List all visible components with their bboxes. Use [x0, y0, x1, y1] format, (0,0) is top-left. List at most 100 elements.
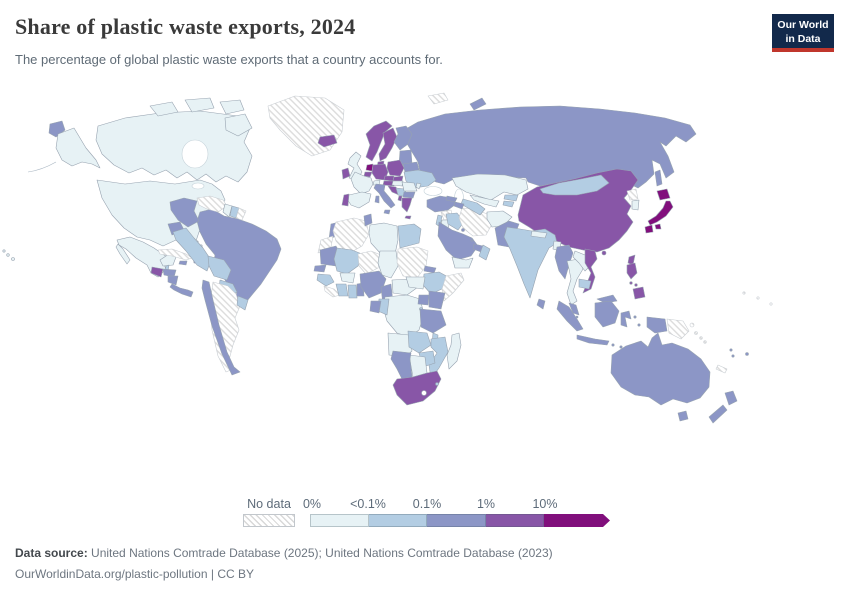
country-burkina-faso[interactable] — [339, 272, 356, 284]
country-japan-kyushu[interactable] — [644, 224, 654, 234]
country-zambia[interactable] — [407, 330, 432, 354]
country-norway[interactable] — [365, 120, 393, 162]
country-sierra-leone-liberia[interactable] — [323, 285, 341, 298]
country-finland[interactable] — [393, 125, 413, 151]
country-myanmar[interactable] — [554, 244, 574, 280]
country-libya[interactable] — [368, 222, 399, 255]
country-kenya[interactable] — [428, 290, 446, 310]
country-canada-baffin[interactable] — [224, 113, 253, 137]
country-united-states[interactable] — [96, 179, 226, 252]
country-uruguay[interactable] — [236, 295, 249, 311]
country-lesotho[interactable] — [421, 390, 427, 396]
country-guatemala[interactable] — [150, 266, 164, 278]
legend-bin-1[interactable] — [368, 514, 427, 527]
country-jamaica[interactable] — [178, 260, 188, 266]
country-north-korea[interactable] — [626, 188, 639, 201]
country-micronesia[interactable] — [769, 302, 773, 306]
country-kazakhstan[interactable] — [451, 173, 529, 201]
country-philippines-visayas[interactable] — [629, 281, 633, 285]
country-japan-shikoku[interactable] — [654, 223, 662, 230]
country-gabon[interactable] — [369, 300, 382, 314]
country-italy-sicily[interactable] — [383, 209, 391, 215]
country-yemen[interactable] — [451, 256, 474, 269]
country-cambodia[interactable] — [578, 278, 592, 290]
country-somalia[interactable] — [441, 272, 465, 302]
country-canada-arctic2[interactable] — [184, 97, 215, 113]
country-czechia[interactable] — [383, 175, 395, 182]
country-argentina[interactable] — [209, 281, 241, 373]
country-hungary[interactable] — [391, 180, 404, 187]
country-ghana[interactable] — [347, 284, 358, 299]
country-micronesia[interactable] — [742, 291, 746, 295]
country-uganda[interactable] — [417, 294, 430, 306]
country-niger[interactable] — [357, 250, 382, 275]
country-mexico-baja[interactable] — [115, 243, 131, 265]
country-slovakia[interactable] — [392, 175, 404, 182]
country-vietnam[interactable] — [582, 248, 598, 294]
owid-logo[interactable]: Our World in Data — [772, 14, 834, 52]
country-philippines-luzon[interactable] — [626, 262, 638, 280]
country-indonesia-lesser-sunda[interactable] — [619, 345, 623, 349]
country-kyrgyzstan[interactable] — [503, 194, 519, 202]
country-nicaragua[interactable] — [167, 275, 179, 286]
country-fiji[interactable] — [745, 352, 749, 356]
country-spain[interactable] — [346, 191, 372, 209]
country-united-states-hawaii[interactable] — [6, 253, 10, 257]
country-russia-novaya-zemlya[interactable] — [469, 97, 487, 111]
country-south-sudan[interactable] — [405, 276, 426, 290]
country-solomon-islands[interactable] — [703, 340, 707, 344]
country-papua-new-guinea[interactable] — [666, 318, 690, 340]
country-philippines-mindanao[interactable] — [632, 286, 646, 300]
country-french-guiana[interactable] — [235, 207, 247, 221]
country-united-states-alaska[interactable] — [55, 127, 101, 169]
country-qatar[interactable] — [470, 238, 474, 242]
country-svalbard[interactable] — [427, 92, 449, 105]
country-canada-arctic3[interactable] — [219, 99, 245, 115]
country-kuwait[interactable] — [461, 228, 465, 232]
country-russia[interactable] — [403, 105, 697, 189]
country-indonesia-java[interactable] — [576, 334, 610, 346]
country-bolivia[interactable] — [207, 255, 232, 281]
country-guyana[interactable] — [222, 203, 233, 218]
country-france[interactable] — [350, 171, 374, 195]
country-iceland[interactable] — [317, 134, 338, 148]
country-madagascar[interactable] — [446, 332, 462, 370]
country-egypt[interactable] — [397, 223, 422, 249]
country-greenland[interactable] — [267, 95, 345, 157]
country-colombia[interactable] — [169, 197, 200, 228]
country-japan-hokkaido[interactable] — [656, 188, 671, 201]
country-dr-congo[interactable] — [382, 294, 425, 338]
country-united-states-hawaii[interactable] — [2, 249, 6, 253]
world-map[interactable] — [0, 88, 850, 493]
country-greece[interactable] — [401, 197, 413, 213]
country-italy-sardinia[interactable] — [374, 195, 380, 204]
legend-bin-4[interactable] — [544, 514, 610, 527]
country-sudan[interactable] — [396, 246, 429, 279]
country-china-hainan[interactable] — [601, 250, 607, 256]
legend-bin-3[interactable] — [485, 514, 544, 527]
country-namibia[interactable] — [390, 350, 413, 382]
country-azerbaijan[interactable] — [453, 201, 465, 210]
legend-bin-0[interactable] — [310, 514, 369, 527]
country-nigeria[interactable] — [359, 270, 387, 299]
country-indonesia-sulawesi[interactable] — [620, 310, 632, 328]
country-romania[interactable] — [401, 181, 418, 192]
country-new-caledonia[interactable] — [715, 364, 728, 374]
country-indonesia-maluku[interactable] — [633, 315, 637, 319]
legend-no-data-swatch[interactable] — [243, 514, 295, 527]
country-india[interactable] — [503, 226, 558, 299]
country-poland[interactable] — [386, 159, 405, 177]
country-indonesia-kalimantan[interactable] — [594, 300, 620, 328]
country-ivory-coast[interactable] — [335, 283, 349, 297]
country-russia-sakhalin[interactable] — [654, 169, 663, 187]
country-netherlands[interactable] — [365, 163, 374, 172]
country-eritrea[interactable] — [423, 265, 437, 274]
country-south-korea[interactable] — [631, 199, 640, 211]
country-italy[interactable] — [373, 183, 396, 209]
country-nepal[interactable] — [530, 230, 548, 239]
country-indonesia-sumatra[interactable] — [556, 300, 584, 332]
country-sweden[interactable] — [378, 127, 398, 162]
country-solomon-islands[interactable] — [699, 336, 703, 340]
country-papua-new-guinea-new-britain[interactable] — [689, 322, 695, 328]
country-vanuatu[interactable] — [729, 348, 733, 352]
